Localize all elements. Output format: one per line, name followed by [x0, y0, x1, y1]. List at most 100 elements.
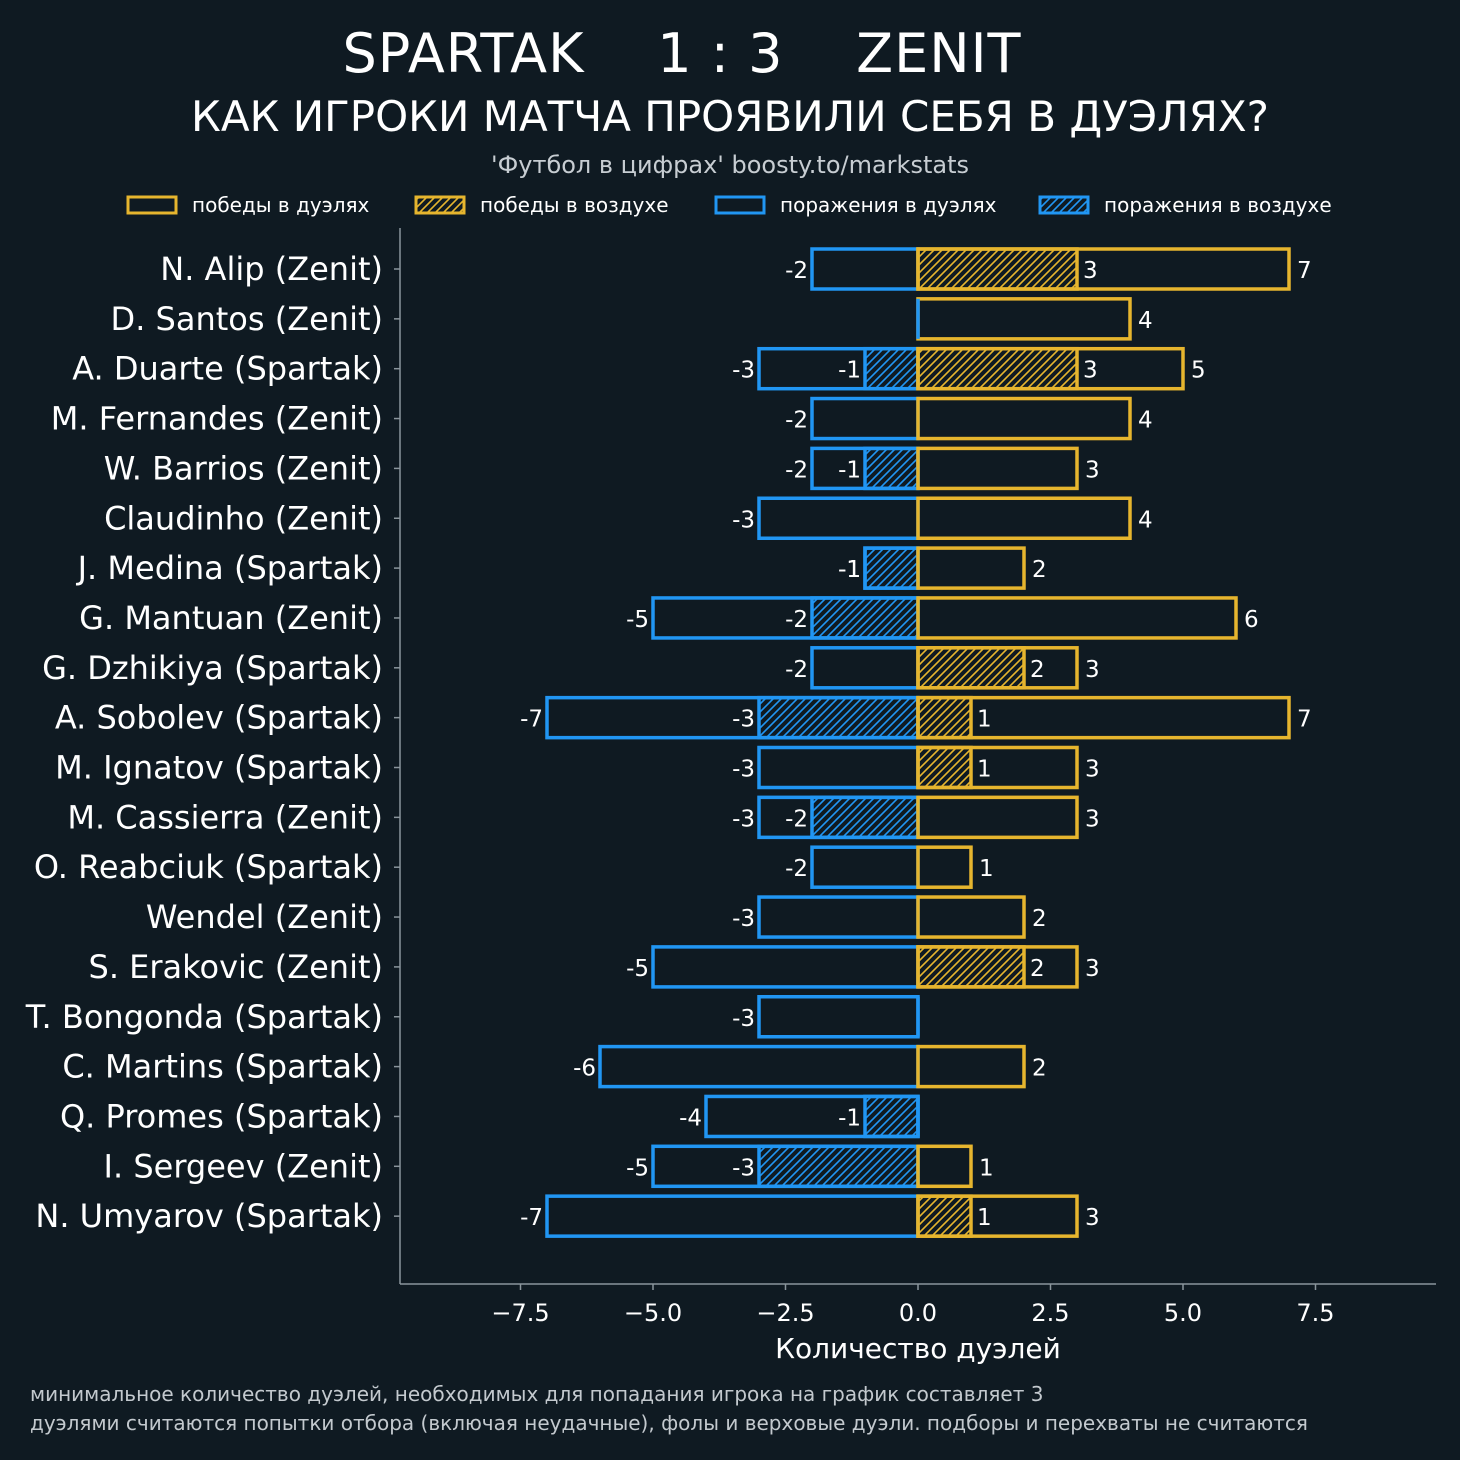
legend-item: поражения в воздухе	[1038, 193, 1332, 217]
label-losses: -2	[785, 457, 808, 483]
player-row: T. Bongonda (Spartak) -3	[25, 995, 920, 1039]
label-losses: -5	[626, 1155, 649, 1181]
label-wins: 3	[1085, 457, 1100, 483]
player-label: O. Reabciuk (Spartak)	[34, 848, 383, 886]
label-wins-air: 3	[1083, 358, 1098, 384]
player-label: W. Barrios (Zenit)	[104, 449, 383, 487]
label-wins: 3	[1085, 956, 1100, 982]
label-losses-air: -1	[838, 358, 861, 384]
label-losses: -2	[785, 258, 808, 284]
player-label: Q. Promes (Spartak)	[60, 1097, 383, 1135]
player-label: N. Alip (Zenit)	[160, 250, 383, 288]
legend-label: поражения в дуэлях	[780, 193, 997, 217]
player-row: W. Barrios (Zenit) -2 -1 3	[104, 446, 1100, 491]
label-wins-air: 1	[977, 757, 992, 783]
player-row: Claudinho (Zenit) -3 4	[104, 496, 1153, 540]
label-losses-air: -2	[785, 806, 808, 832]
bar-wins	[916, 795, 1079, 840]
bar-wins	[916, 496, 1132, 540]
label-wins: 3	[1085, 757, 1100, 783]
x-tick-label: −2.5	[756, 1299, 814, 1327]
bar-losses-air	[757, 1144, 920, 1189]
label-wins: 3	[1085, 657, 1100, 683]
chart-subtitle: КАК ИГРОКИ МАТЧА ПРОЯВИЛИ СЕБЯ В ДУЭЛЯХ?	[191, 92, 1269, 141]
footnote-min-duels: минимальное количество дуэлей, необходим…	[30, 1382, 1044, 1406]
label-wins-air: 1	[977, 707, 992, 733]
player-label: A. Duarte (Spartak)	[72, 350, 383, 388]
label-losses: -3	[732, 806, 755, 832]
label-losses: -3	[732, 1006, 755, 1032]
bar-losses	[757, 995, 920, 1039]
player-row: C. Martins (Spartak) -6 2	[62, 1044, 1047, 1089]
player-row: G. Mantuan (Zenit) -5 -2 6	[79, 596, 1259, 640]
player-label: J. Medina (Spartak)	[76, 549, 383, 587]
player-label: A. Sobolev (Spartak)	[55, 699, 383, 737]
label-wins: 1	[979, 856, 994, 882]
player-row: S. Erakovic (Zenit) -5 3 2	[89, 945, 1100, 989]
player-row: Wendel (Zenit) -3 2	[146, 895, 1047, 939]
player-row: D. Santos (Zenit) 4	[111, 297, 1153, 341]
legend-swatch	[1038, 195, 1090, 215]
x-tick-label: 2.5	[1031, 1299, 1069, 1327]
player-label: M. Fernandes (Zenit)	[51, 400, 383, 438]
label-losses-air: -1	[838, 457, 861, 483]
label-losses: -6	[573, 1056, 596, 1082]
player-label: D. Santos (Zenit)	[111, 300, 383, 338]
player-label: Claudinho (Zenit)	[104, 499, 383, 537]
player-label: C. Martins (Spartak)	[62, 1048, 383, 1086]
bar-wins-air	[916, 646, 1026, 690]
bar-losses	[757, 895, 920, 939]
player-label: T. Bongonda (Spartak)	[25, 998, 383, 1036]
x-tick-label: −7.5	[491, 1299, 549, 1327]
player-label: M. Ignatov (Spartak)	[55, 749, 383, 787]
player-label: M. Cassierra (Zenit)	[67, 798, 383, 836]
label-wins-air: 2	[1030, 657, 1045, 683]
label-wins: 5	[1191, 358, 1206, 384]
legend-label: победы в воздухе	[480, 193, 669, 217]
label-wins-air: 3	[1083, 258, 1098, 284]
player-row: G. Dzhikiya (Spartak) -2 3 2	[42, 646, 1100, 690]
label-losses-air: -3	[732, 707, 755, 733]
legend-swatch	[126, 195, 178, 215]
bar-losses	[598, 1044, 920, 1089]
bar-losses	[810, 396, 920, 441]
player-label: N. Umyarov (Spartak)	[35, 1197, 383, 1235]
bar-losses	[545, 1194, 920, 1238]
bar-wins	[916, 895, 1026, 939]
bar-wins-air	[916, 247, 1079, 291]
label-losses: -7	[520, 1205, 543, 1231]
label-losses: -3	[732, 757, 755, 783]
player-row: N. Umyarov (Spartak) -7 3 1	[35, 1194, 1100, 1238]
bar-wins	[916, 695, 1291, 740]
player-label: I. Sergeev (Zenit)	[104, 1147, 383, 1185]
label-wins: 2	[1032, 557, 1047, 583]
legend-swatch	[414, 195, 466, 215]
bar-wins-air	[916, 1194, 973, 1238]
chart-source: 'Футбол в цифрах' boosty.to/markstats	[491, 151, 969, 179]
bar-wins-air	[916, 346, 1079, 391]
label-losses: -2	[785, 657, 808, 683]
legend-item: победы в дуэлях	[126, 193, 370, 217]
bar-losses-air	[757, 695, 920, 740]
label-losses: -5	[626, 607, 649, 633]
player-row: A. Sobolev (Spartak) -7 -3 7 1	[55, 695, 1312, 740]
label-wins: 3	[1085, 1205, 1100, 1231]
legend-label: поражения в воздухе	[1104, 193, 1332, 217]
player-row: M. Ignatov (Spartak) -3 3 1	[55, 745, 1100, 790]
bar-wins	[916, 546, 1026, 590]
bar-losses-air	[810, 596, 920, 640]
bar-losses-air	[810, 795, 920, 840]
player-label: S. Erakovic (Zenit)	[89, 948, 384, 986]
player-label: G. Dzhikiya (Spartak)	[42, 649, 383, 687]
bar-wins	[916, 845, 973, 889]
label-wins: 4	[1138, 308, 1153, 334]
label-wins: 4	[1138, 507, 1153, 533]
player-label: G. Mantuan (Zenit)	[79, 599, 383, 637]
label-losses-air: -2	[785, 607, 808, 633]
label-losses-air: -1	[838, 557, 861, 583]
label-wins-air: 1	[977, 1205, 992, 1231]
legend-label: победы в дуэлях	[192, 193, 370, 217]
legend-swatch	[714, 195, 766, 215]
player-row: J. Medina (Spartak) -1-1 2	[76, 546, 1047, 590]
